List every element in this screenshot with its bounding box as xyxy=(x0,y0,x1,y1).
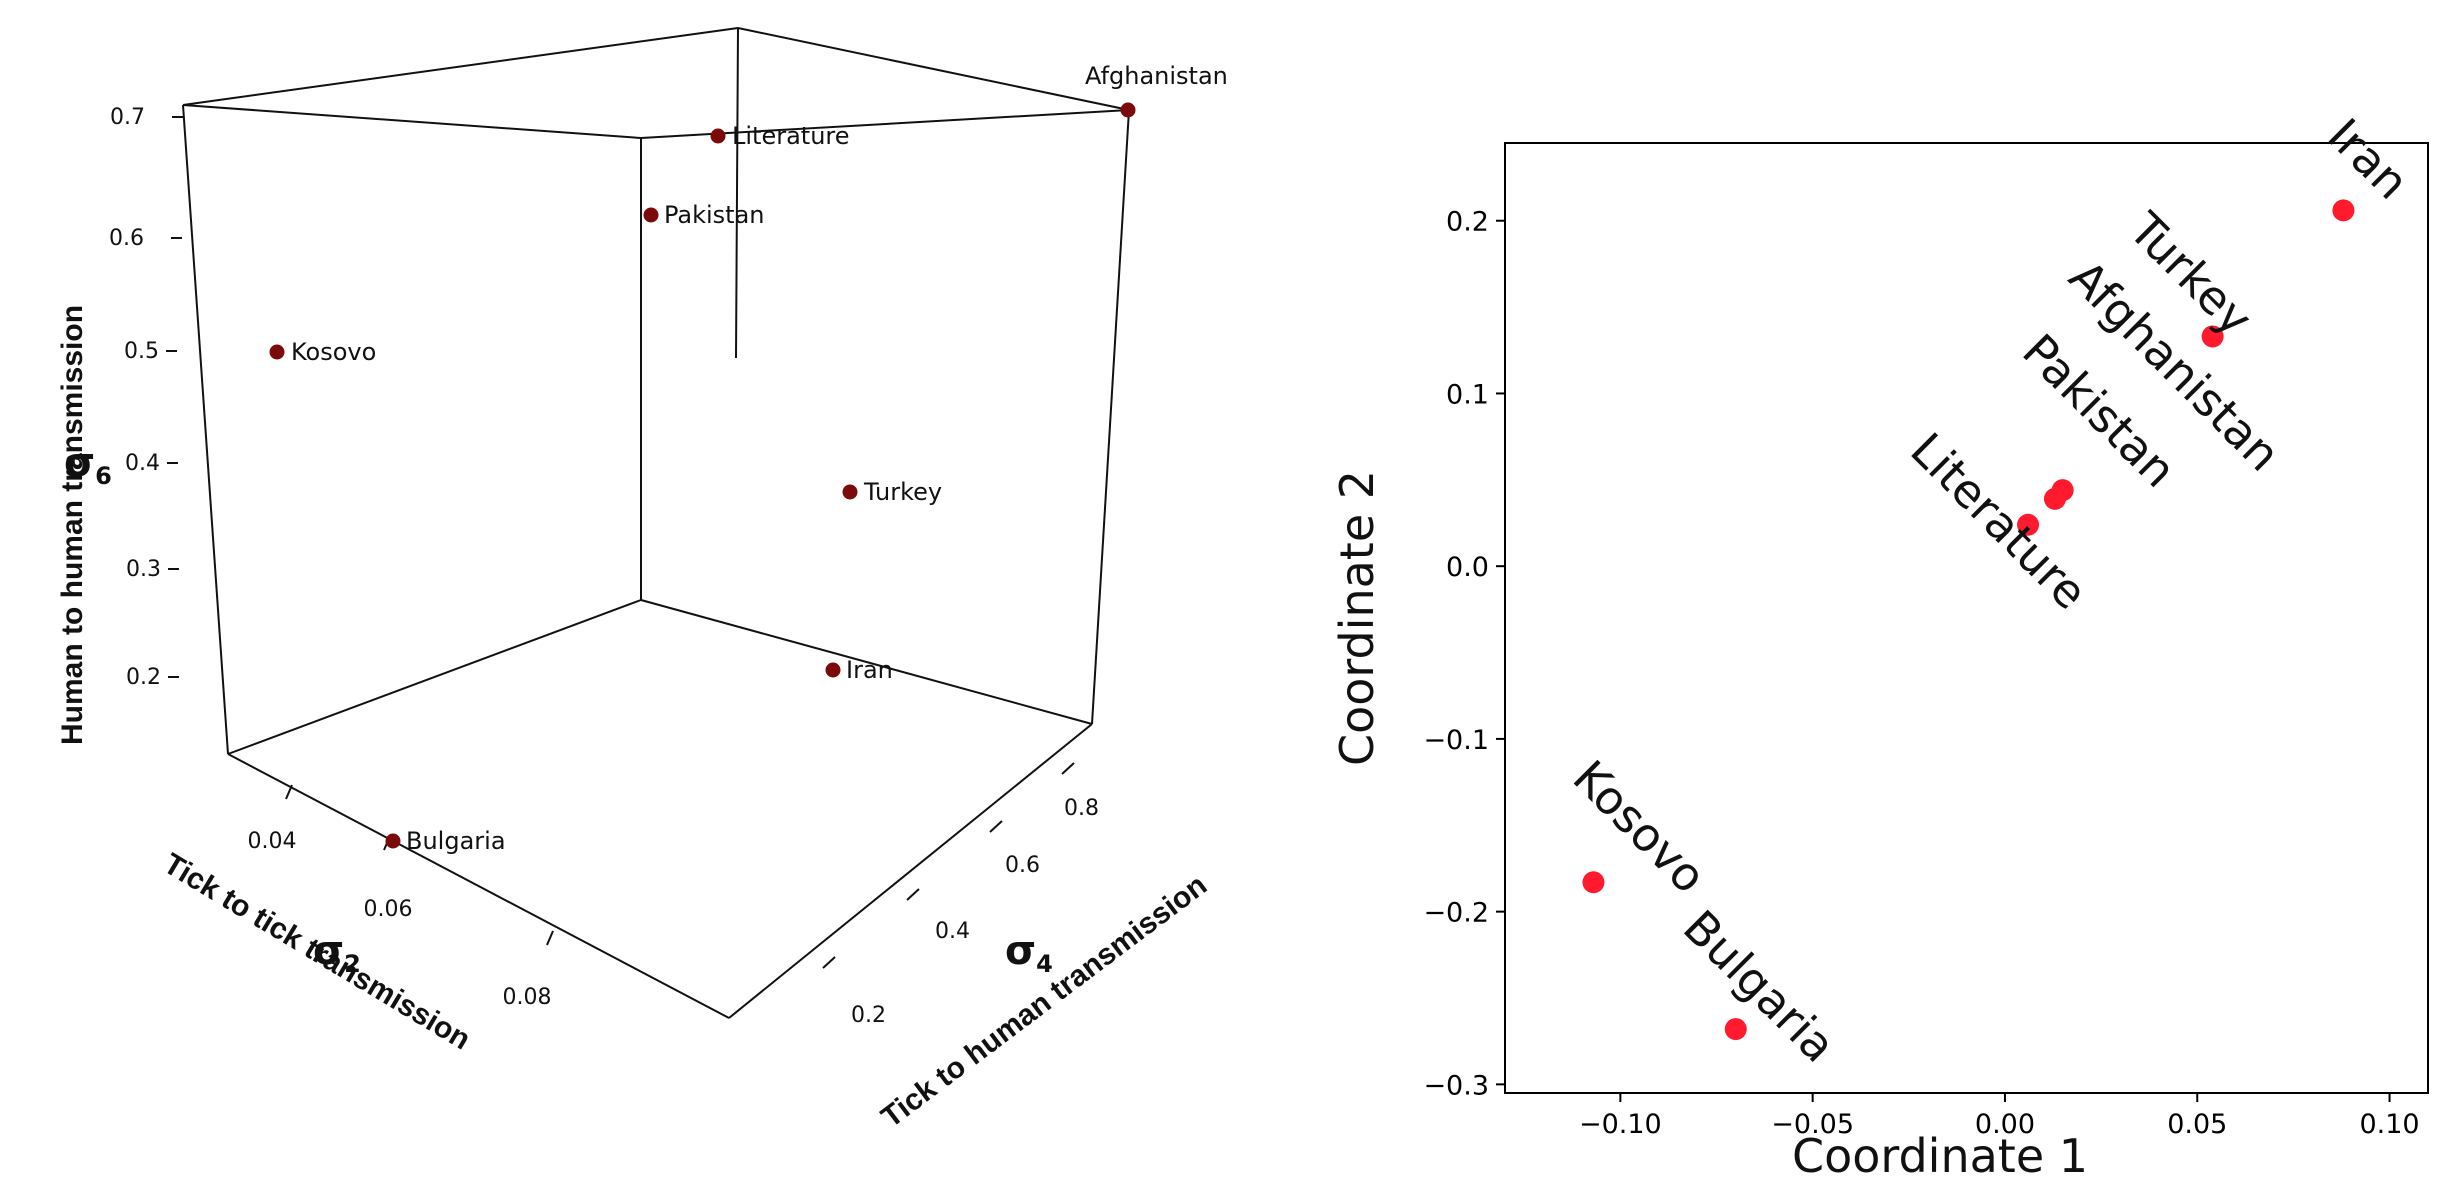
data-point-label: Bulgaria xyxy=(406,827,506,855)
data-point xyxy=(2043,487,2066,510)
x-axis-ticks xyxy=(285,784,554,946)
x-tick-label: 0.04 xyxy=(248,829,297,854)
z-axis-symbol: σ6 xyxy=(64,440,112,490)
z-tick-label: 0.2 xyxy=(126,665,161,690)
data-point-label: Literature xyxy=(732,122,850,150)
y-tick-label: 0.6 xyxy=(1005,853,1040,878)
data-point xyxy=(2201,325,2224,348)
y-tick-label: 0.4 xyxy=(935,919,970,944)
y-axis-title-group: Tick to human transmission xyxy=(875,869,1213,1135)
x-tick-label: 0.00 xyxy=(1975,1109,2035,1140)
data-point-label: Bulgaria xyxy=(1673,900,1846,1073)
y-tick-label: 0.2 xyxy=(851,1003,886,1028)
y-axis-ticks xyxy=(822,762,1075,969)
y-axis-label: Coordinate 2 xyxy=(1330,470,1384,766)
3d-points-layer: Afghanistan Literature Pakistan Kosovo Turke… xyxy=(269,62,1228,855)
z-axis-title: Human to human transmission xyxy=(56,305,89,745)
x-axis-label: Coordinate 1 xyxy=(1792,1129,2088,1183)
2d-points-layer: IranTurkeyAfghanistanPakistanLiteratureK… xyxy=(1563,108,2420,1073)
3d-bounding-box xyxy=(182,27,1130,1019)
data-point-label: Turkey xyxy=(863,478,942,506)
data-point xyxy=(842,484,858,500)
y-tick-label: 0.2 xyxy=(1446,207,1489,238)
y-tick-label: −0.1 xyxy=(1423,725,1489,756)
y-tick-label: −0.2 xyxy=(1423,898,1489,929)
data-point-label: Iran xyxy=(846,656,893,684)
z-axis-title-group: Human to human transmission xyxy=(56,305,89,745)
data-point-label: Iran xyxy=(2318,108,2420,210)
y-tick-label: 0.8 xyxy=(1064,796,1099,821)
data-point xyxy=(710,128,726,144)
data-point xyxy=(2332,199,2355,222)
scatter-3d-chart: 0.7 0.6 0.5 0.4 0.3 0.2 0.04 0.06 0.08 0… xyxy=(56,27,1228,1135)
y-tick-label: −0.3 xyxy=(1423,1070,1489,1101)
data-point xyxy=(643,207,659,223)
data-point xyxy=(1120,102,1136,118)
data-point xyxy=(825,662,841,678)
z-axis-ticks xyxy=(166,116,183,678)
x-axis-symbol: σ2 xyxy=(313,928,361,978)
y-axis-title: Tick to human transmission xyxy=(875,869,1213,1135)
data-point-label: Kosovo xyxy=(291,338,376,366)
z-tick-label: 0.7 xyxy=(110,105,145,130)
y-axis-symbol: σ4 xyxy=(1005,928,1053,978)
x-tick-label: −0.10 xyxy=(1579,1109,1662,1140)
y-axis-label-group: Coordinate 2 xyxy=(1330,470,1384,766)
y-axis-ticks: 0.2 0.1 0.0 −0.1 −0.2 −0.3 xyxy=(1423,207,1505,1101)
y-tick-label: 0.1 xyxy=(1446,379,1489,410)
z-tick-label: 0.6 xyxy=(109,226,144,251)
data-point xyxy=(1582,871,1605,894)
z-tick-label: 0.4 xyxy=(125,451,160,476)
data-point xyxy=(2017,513,2040,536)
x-tick-label: 0.05 xyxy=(2167,1109,2227,1140)
data-point xyxy=(269,344,285,360)
plot-frame xyxy=(1504,142,2429,1094)
x-tick-label: 0.10 xyxy=(2359,1109,2419,1140)
data-point xyxy=(1724,1018,1747,1041)
data-point-label: Afghanistan xyxy=(1085,62,1228,90)
data-point-label: Pakistan xyxy=(664,201,765,229)
data-point-label: Literature xyxy=(1900,422,2097,619)
x-tick-label: −0.05 xyxy=(1771,1109,1854,1140)
x-tick-label: 0.06 xyxy=(364,897,413,922)
x-tick-label: 0.08 xyxy=(503,985,552,1010)
x-axis-ticks: −0.10 −0.05 0.00 0.05 0.10 xyxy=(1579,1093,2420,1140)
z-tick-label: 0.3 xyxy=(126,557,161,582)
z-tick-label: 0.5 xyxy=(124,339,159,364)
y-tick-label: 0.0 xyxy=(1446,552,1489,583)
scatter-2d-chart: −0.10 −0.05 0.00 0.05 0.10 0.2 0.1 0.0 −0.1 −0.2… xyxy=(1330,108,2429,1183)
data-point xyxy=(385,833,401,849)
